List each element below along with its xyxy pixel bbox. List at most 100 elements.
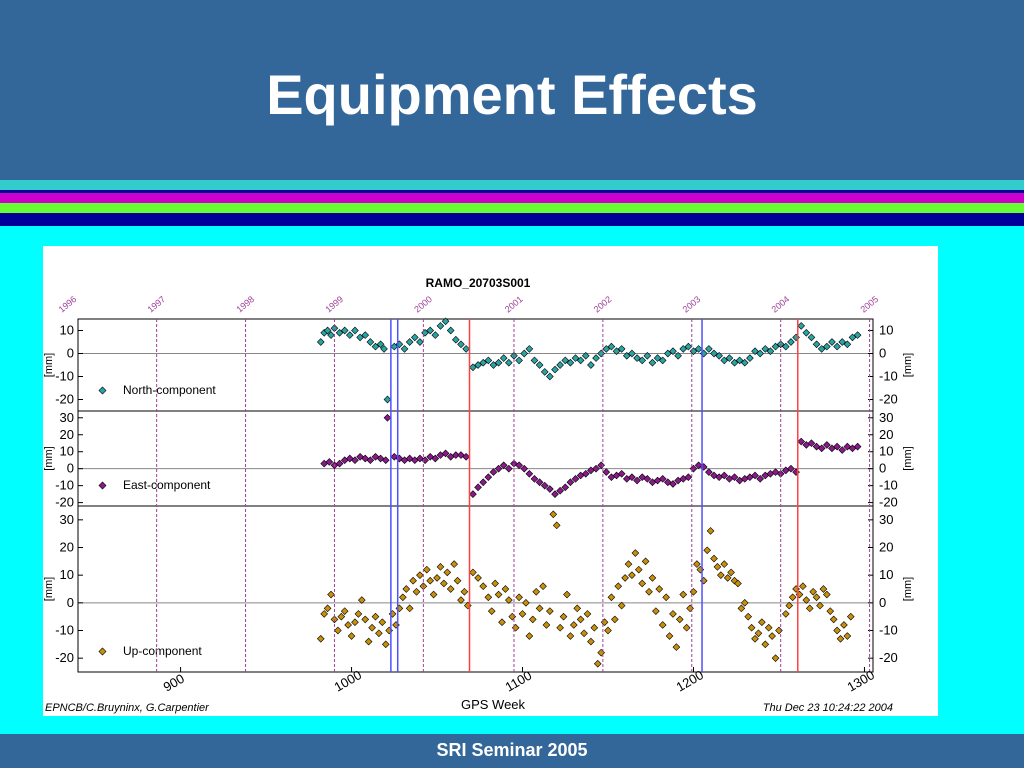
data-point xyxy=(429,590,438,599)
y-tick-label: -20 xyxy=(55,650,74,665)
data-point xyxy=(652,607,660,615)
data-point xyxy=(452,451,460,459)
data-point xyxy=(730,358,739,367)
y-axis-unit: [mm] xyxy=(43,353,55,377)
data-point xyxy=(843,340,852,349)
y-tick-label: 30 xyxy=(879,512,893,527)
data-point xyxy=(823,441,831,449)
data-point xyxy=(561,356,570,365)
data-point xyxy=(546,485,554,493)
data-point xyxy=(638,579,647,588)
data-point xyxy=(556,361,564,369)
data-point xyxy=(344,621,352,629)
data-point xyxy=(631,549,640,557)
data-point xyxy=(426,576,435,585)
y-tick-label: 0 xyxy=(67,346,74,361)
y-axis-unit: [mm] xyxy=(902,446,914,470)
data-point xyxy=(766,347,775,356)
data-point xyxy=(797,437,806,446)
data-point xyxy=(740,358,749,367)
data-point xyxy=(612,347,621,356)
data-point xyxy=(705,345,713,353)
data-point xyxy=(375,629,383,638)
data-point xyxy=(501,585,510,593)
y-tick-label: 30 xyxy=(60,512,74,527)
data-point xyxy=(634,565,643,574)
data-point xyxy=(515,461,523,470)
data-point xyxy=(479,478,488,487)
data-point xyxy=(366,456,375,465)
data-point xyxy=(426,326,435,335)
data-point xyxy=(817,444,826,453)
data-point xyxy=(703,546,711,555)
data-point xyxy=(351,456,359,465)
data-point xyxy=(366,338,375,346)
data-point xyxy=(515,356,523,365)
data-point xyxy=(405,604,414,613)
data-point xyxy=(621,574,629,582)
data-point xyxy=(602,468,611,476)
data-point xyxy=(499,354,508,362)
data-point xyxy=(737,604,746,613)
y-axis-unit: [mm] xyxy=(43,577,55,601)
x-tick-label: 1300 xyxy=(844,667,877,694)
data-point xyxy=(400,345,409,353)
data-point xyxy=(812,593,821,602)
data-point xyxy=(658,475,667,483)
data-point xyxy=(556,486,564,495)
data-point xyxy=(462,452,470,461)
data-point xyxy=(823,590,831,599)
stripe-navy-top xyxy=(0,190,1024,193)
data-point xyxy=(771,342,780,351)
data-point xyxy=(848,333,857,342)
data-point xyxy=(717,571,725,579)
data-point xyxy=(431,331,440,339)
data-point xyxy=(409,576,417,585)
data-point xyxy=(399,593,407,602)
data-point xyxy=(744,612,753,621)
data-point xyxy=(525,469,534,478)
data-point xyxy=(505,596,513,604)
data-point xyxy=(754,629,763,638)
data-point xyxy=(817,345,826,353)
data-point xyxy=(412,587,421,596)
chart-image: RAMO_20703S001 GPS Week EPNCB/C.Bruyninx… xyxy=(43,246,938,716)
data-point xyxy=(740,599,749,607)
data-point xyxy=(469,568,477,577)
legend-marker xyxy=(98,647,107,656)
data-point xyxy=(833,342,841,351)
data-point xyxy=(356,333,364,342)
legend-marker xyxy=(98,386,107,395)
data-point xyxy=(351,326,359,335)
year-label: 2003 xyxy=(681,294,703,315)
y-tick-label: 20 xyxy=(879,427,893,442)
data-point xyxy=(525,632,534,640)
data-point xyxy=(838,338,847,346)
data-point xyxy=(604,626,612,635)
stripe-magenta xyxy=(0,193,1024,203)
y-tick-label: -10 xyxy=(879,623,898,638)
data-point xyxy=(441,317,450,326)
y-tick-label: -10 xyxy=(55,369,74,384)
time-series-chart: RAMO_20703S001 GPS Week EPNCB/C.Bruyninx… xyxy=(43,276,914,714)
data-point xyxy=(665,632,674,640)
data-point xyxy=(452,335,460,344)
data-point xyxy=(843,632,852,640)
data-point xyxy=(836,634,845,643)
data-point xyxy=(747,623,756,632)
data-point xyxy=(785,601,794,610)
data-point xyxy=(381,456,390,465)
data-point xyxy=(573,604,582,613)
data-point xyxy=(431,454,440,463)
data-point xyxy=(546,607,554,615)
data-point xyxy=(597,349,605,358)
y-tick-label: 30 xyxy=(60,410,74,425)
data-point xyxy=(682,623,691,632)
data-point xyxy=(368,623,376,632)
data-point xyxy=(816,601,824,610)
data-point xyxy=(551,490,559,498)
x-tick-label: 1000 xyxy=(332,667,365,694)
data-point xyxy=(460,587,469,596)
data-point xyxy=(390,342,399,351)
data-point xyxy=(462,345,470,353)
